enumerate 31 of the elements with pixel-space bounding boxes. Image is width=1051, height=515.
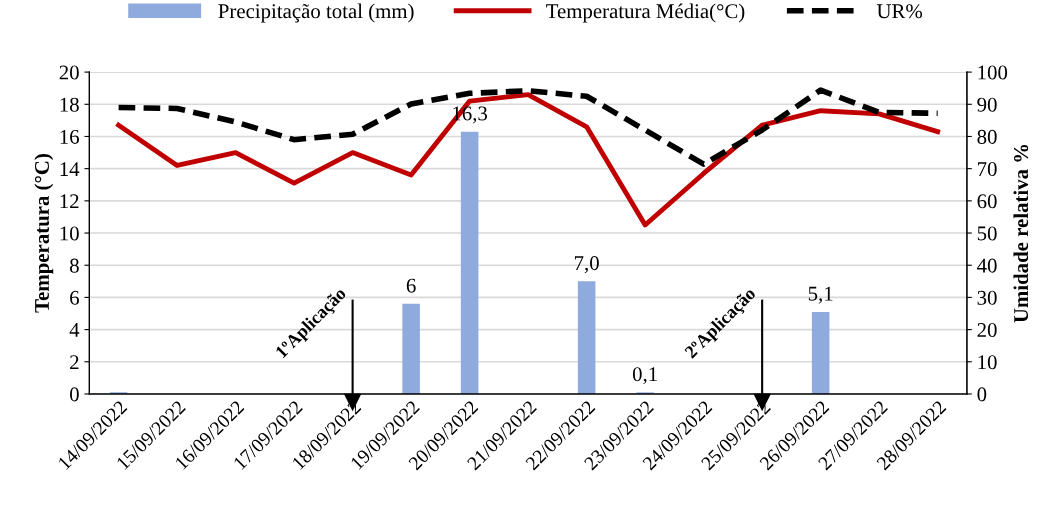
y-tick-label: 10	[60, 226, 79, 241]
y-tick-label: 4	[69, 323, 80, 337]
y-tick-label: 20	[59, 65, 79, 80]
y-tick-label: 2	[70, 355, 79, 370]
y2-tick-label: 100	[978, 65, 1008, 80]
y2-tick-label: 60	[977, 194, 997, 209]
legend-label: UR%	[876, 4, 923, 19]
y-tick-label: 0	[69, 387, 79, 402]
y-axis-title: Temperatura (°C)	[34, 154, 54, 313]
y2-tick-label: 50	[977, 226, 997, 241]
data-label: 5,1	[808, 286, 833, 304]
y2-tick-label: 90	[977, 97, 997, 112]
y2-tick-label: 40	[977, 258, 997, 273]
y-tick-label: 14	[60, 162, 80, 176]
data-label: 7,0	[574, 256, 599, 274]
y2-axis-title: Umidade relativa %	[1013, 144, 1029, 323]
y2-tick-label: 30	[977, 290, 997, 305]
y-tick-label: 8	[69, 258, 79, 273]
y2-tick-label: 70	[978, 162, 997, 177]
y-tick-label: 6	[70, 290, 79, 305]
data-label: 0,1	[632, 367, 657, 385]
y2-tick-label: 20	[977, 322, 997, 338]
y-tick-label: 18	[60, 97, 79, 112]
legend-label: Temperatura Média(°C)	[546, 3, 745, 23]
y2-tick-label: 80	[977, 129, 997, 144]
y-tick-label: 12	[60, 194, 79, 209]
y2-tick-label: 10	[978, 355, 997, 370]
data-label: 6	[406, 278, 416, 293]
y2-tick-label: 0	[977, 387, 987, 402]
y-tick-label: 16	[60, 129, 79, 144]
legend-label: Precipitação total (mm)	[218, 3, 414, 23]
